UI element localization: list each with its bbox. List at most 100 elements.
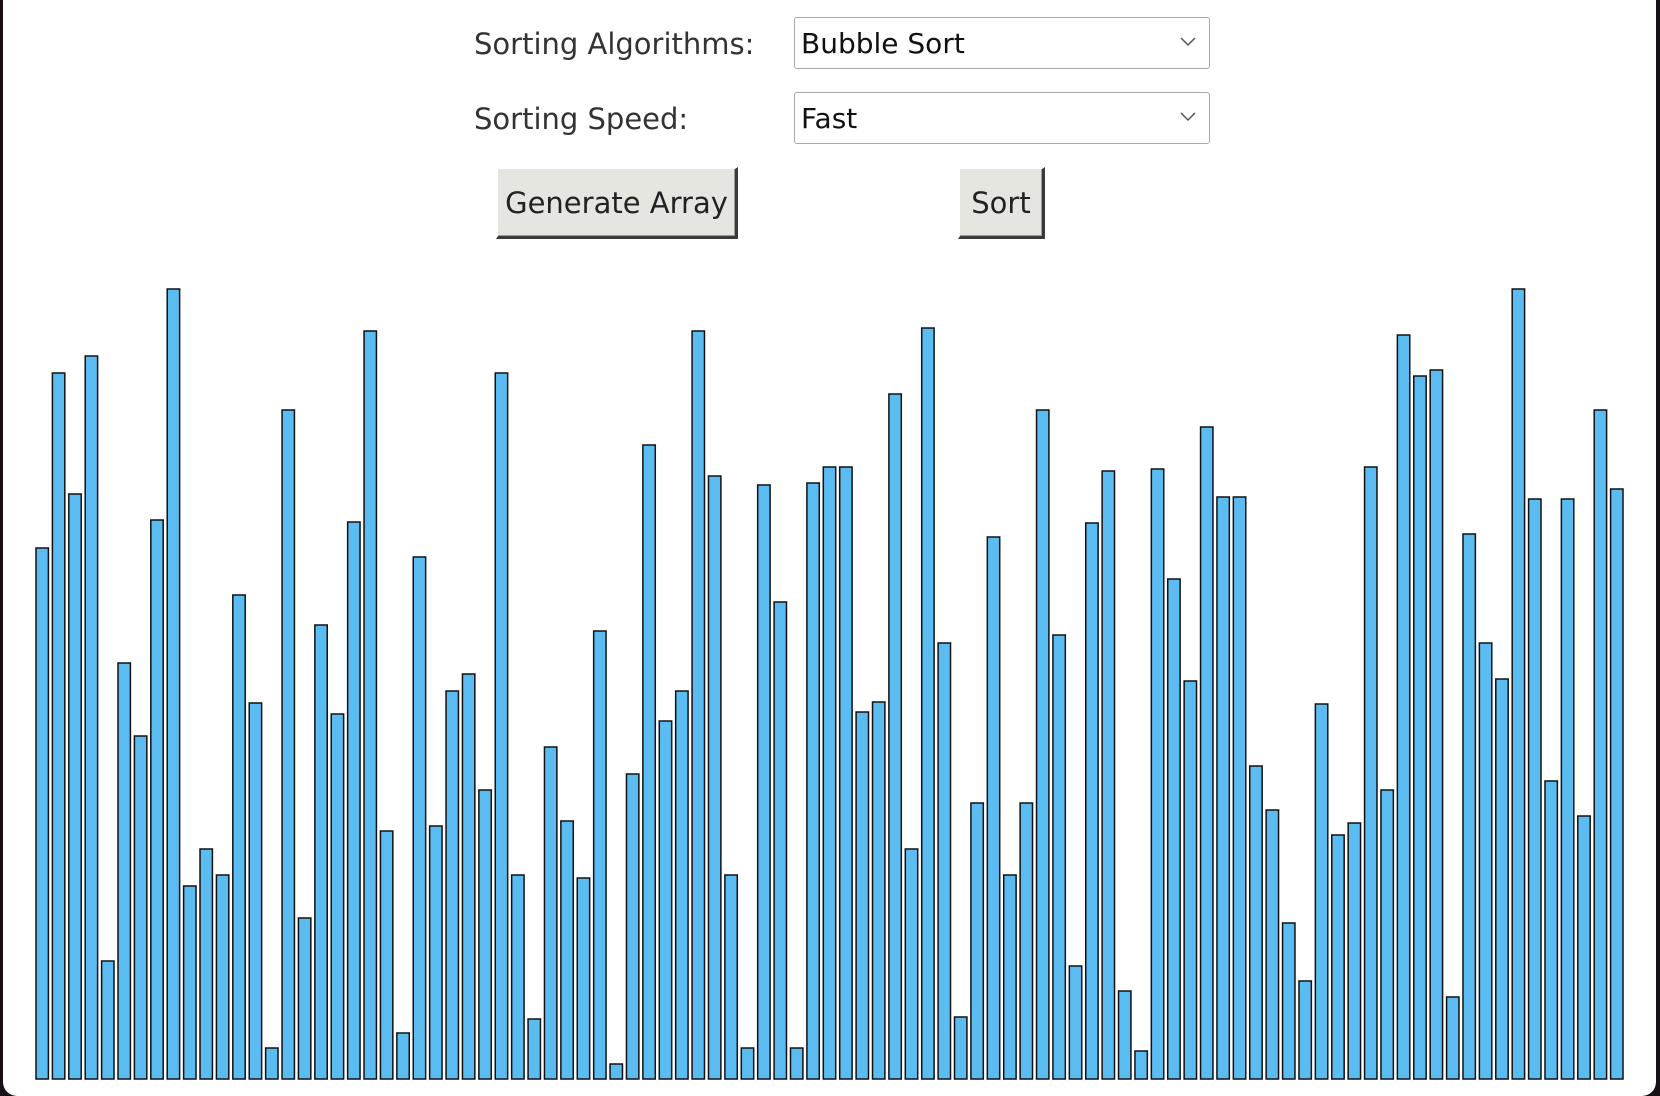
array-bar	[117, 662, 132, 1080]
array-bar	[494, 372, 509, 1080]
array-bar-chart	[35, 288, 1624, 1080]
array-bar	[182, 885, 197, 1080]
controls-panel: Sorting Algorithms: Bubble Sort Sorting …	[3, 0, 1656, 260]
array-bar	[740, 1047, 755, 1080]
algorithm-select-value: Bubble Sort	[801, 27, 965, 60]
app-window: Sorting Algorithms: Bubble Sort Sorting …	[3, 0, 1656, 1096]
generate-array-button[interactable]: Generate Array	[496, 167, 738, 239]
array-bar	[970, 802, 985, 1080]
chevron-down-icon	[1180, 37, 1196, 47]
array-bar	[789, 1047, 804, 1080]
array-bar	[1068, 965, 1083, 1080]
array-bar	[428, 825, 443, 1080]
array-bar	[1216, 496, 1231, 1080]
array-bar	[297, 917, 312, 1080]
array-bar	[1101, 470, 1116, 1080]
array-bar	[1560, 498, 1575, 1080]
array-bar	[773, 601, 788, 1080]
array-bar	[215, 874, 230, 1080]
array-bar	[560, 820, 575, 1080]
array-bar	[363, 330, 378, 1080]
array-bar	[1249, 765, 1263, 1080]
speed-select-value: Fast	[801, 102, 858, 135]
array-bar	[1331, 834, 1345, 1080]
array-bar	[871, 701, 886, 1080]
array-bar	[199, 848, 214, 1080]
array-bar	[346, 521, 361, 1080]
array-bar	[1413, 375, 1427, 1080]
array-bar	[1380, 789, 1395, 1080]
array-bar	[1363, 466, 1378, 1080]
array-bar	[510, 874, 525, 1080]
array-bar	[838, 466, 853, 1080]
array-bar	[986, 536, 1001, 1080]
array-bar	[1265, 809, 1280, 1080]
array-bar	[904, 848, 919, 1080]
array-bar	[1609, 488, 1624, 1080]
array-bar	[314, 624, 328, 1080]
algorithm-label: Sorting Algorithms:	[474, 27, 755, 61]
array-bar	[1577, 815, 1591, 1080]
array-bar	[1544, 780, 1559, 1080]
array-bar	[396, 1032, 411, 1080]
array-bar	[642, 444, 657, 1080]
array-bar	[937, 642, 952, 1080]
array-bar	[1478, 642, 1493, 1080]
speed-select[interactable]: Fast	[794, 92, 1210, 144]
array-bar	[1281, 922, 1296, 1080]
array-bar	[609, 1063, 624, 1080]
array-bar	[1134, 1050, 1149, 1080]
algorithm-select[interactable]: Bubble Sort	[794, 17, 1210, 69]
array-bar	[379, 830, 394, 1080]
array-bar	[330, 713, 345, 1080]
array-bar	[1183, 680, 1198, 1080]
array-bar	[248, 702, 263, 1080]
array-bar	[1445, 996, 1460, 1080]
array-bar	[822, 466, 837, 1080]
array-bar	[1511, 288, 1526, 1080]
array-bar	[592, 630, 607, 1080]
array-bar	[1052, 634, 1067, 1080]
array-bar	[445, 690, 460, 1080]
array-bar	[461, 673, 476, 1080]
array-bar	[625, 773, 640, 1080]
array-bar	[1019, 802, 1034, 1080]
array-bar	[707, 475, 722, 1080]
array-bar	[1084, 522, 1099, 1080]
array-bar	[166, 288, 181, 1080]
array-bar	[51, 372, 66, 1080]
array-bar	[1298, 980, 1313, 1080]
array-bar	[1150, 468, 1165, 1080]
chevron-down-icon	[1180, 112, 1196, 122]
array-bar	[264, 1047, 279, 1080]
array-bar	[527, 1018, 542, 1080]
array-bar	[806, 482, 821, 1080]
sort-button[interactable]: Sort	[958, 167, 1045, 239]
array-bar	[1429, 369, 1444, 1080]
array-bar	[576, 877, 591, 1080]
array-bar	[658, 720, 673, 1080]
array-bar	[920, 327, 935, 1080]
array-bar	[724, 874, 739, 1080]
array-bar	[1117, 990, 1132, 1080]
array-bar	[133, 735, 148, 1080]
array-bar	[691, 330, 706, 1080]
array-bar	[1347, 822, 1362, 1080]
array-bar	[1002, 874, 1017, 1080]
array-bar	[478, 789, 493, 1080]
array-bar	[68, 493, 82, 1080]
array-bar	[756, 484, 771, 1080]
array-bar	[232, 594, 246, 1080]
array-bar	[1314, 703, 1329, 1080]
array-bar	[84, 355, 99, 1080]
array-bar	[1495, 678, 1509, 1080]
array-bar	[953, 1016, 968, 1080]
array-bar	[543, 746, 558, 1080]
array-bar	[1593, 409, 1608, 1080]
array-bar	[1527, 498, 1542, 1080]
array-bar	[1035, 409, 1050, 1080]
array-bar	[412, 556, 427, 1080]
array-bar	[674, 690, 689, 1080]
speed-label: Sorting Speed:	[474, 102, 689, 136]
array-bar	[1166, 578, 1181, 1080]
